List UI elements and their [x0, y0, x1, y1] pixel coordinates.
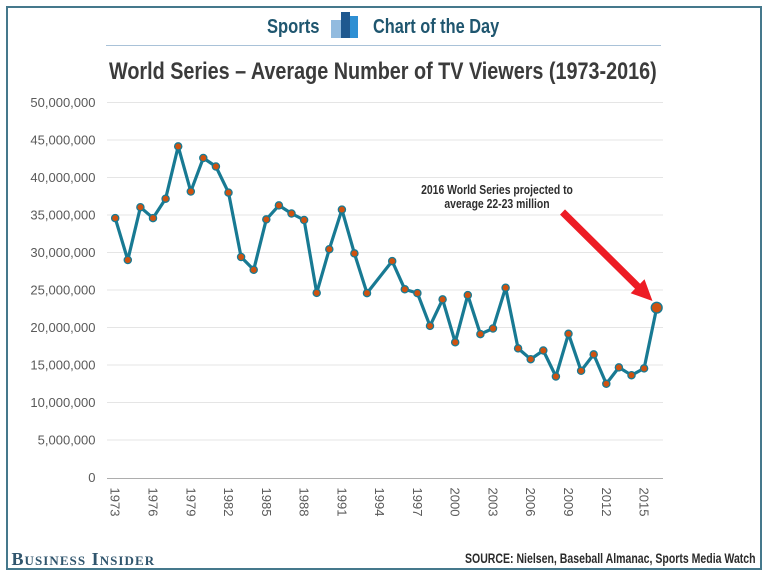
svg-text:50,000,000: 50,000,000 [30, 95, 95, 110]
svg-text:1997: 1997 [410, 488, 425, 517]
svg-text:1994: 1994 [372, 488, 387, 517]
svg-text:10,000,000: 10,000,000 [30, 395, 95, 410]
svg-text:2012: 2012 [599, 488, 614, 517]
svg-text:0: 0 [88, 470, 95, 485]
svg-text:2000: 2000 [448, 488, 463, 517]
svg-text:1973: 1973 [108, 488, 123, 517]
svg-text:1979: 1979 [183, 488, 198, 517]
svg-text:1976: 1976 [146, 488, 161, 517]
svg-text:2003: 2003 [486, 488, 501, 517]
svg-text:2015: 2015 [637, 488, 652, 517]
svg-text:1985: 1985 [259, 488, 274, 517]
svg-text:1988: 1988 [297, 488, 312, 517]
svg-text:1982: 1982 [221, 488, 236, 517]
svg-text:2009: 2009 [561, 488, 576, 517]
svg-text:30,000,000: 30,000,000 [30, 245, 95, 260]
svg-text:25,000,000: 25,000,000 [30, 283, 95, 298]
svg-text:2006: 2006 [523, 488, 538, 517]
svg-text:5,000,000: 5,000,000 [38, 433, 96, 448]
svg-text:45,000,000: 45,000,000 [30, 133, 95, 148]
svg-text:35,000,000: 35,000,000 [30, 208, 95, 223]
svg-text:15,000,000: 15,000,000 [30, 358, 95, 373]
svg-text:20,000,000: 20,000,000 [30, 320, 95, 335]
svg-text:40,000,000: 40,000,000 [30, 170, 95, 185]
svg-text:1991: 1991 [334, 488, 349, 517]
